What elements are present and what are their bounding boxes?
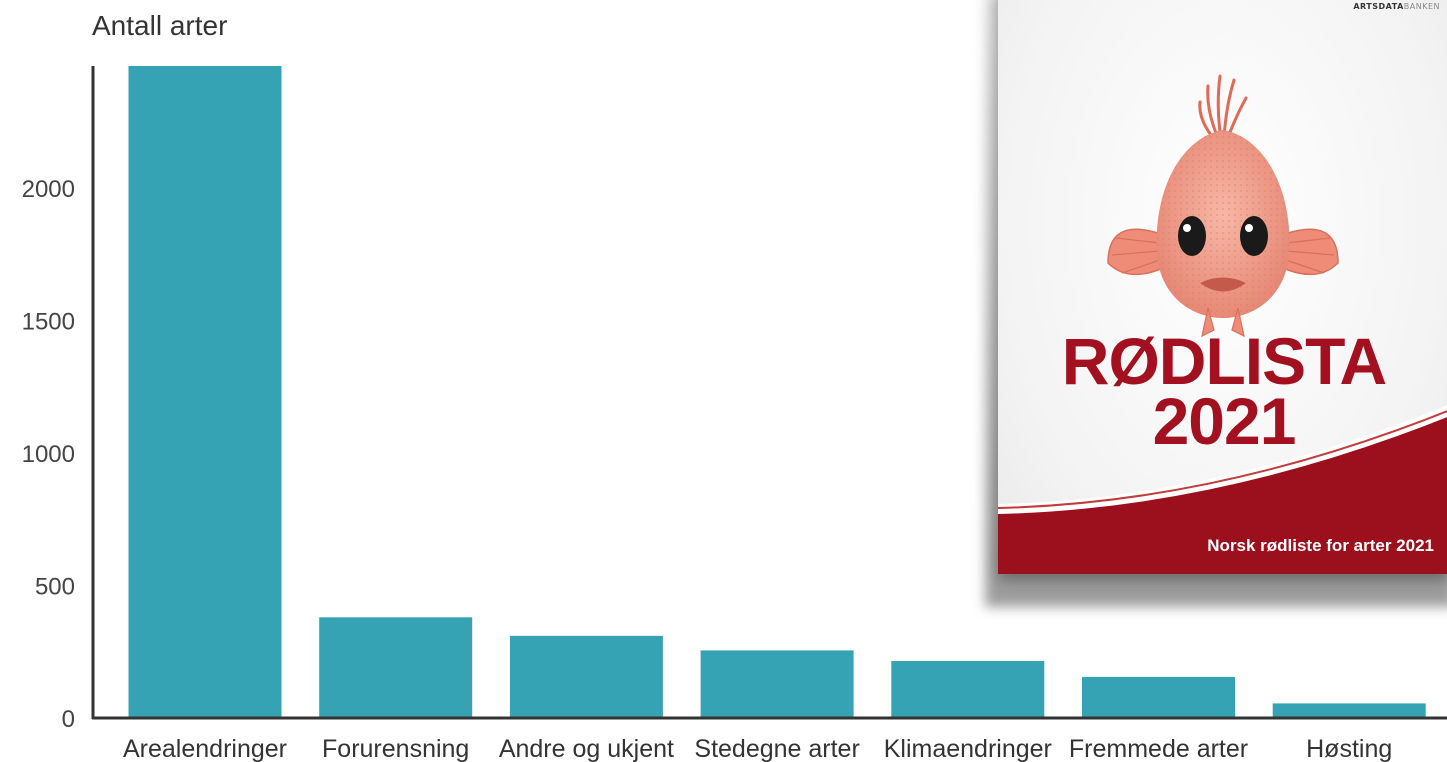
cover-title: RØDLISTA xyxy=(1061,324,1387,398)
bars xyxy=(128,66,1426,718)
category-labels: Arealendringer Forurensning Andre og ukjen… xyxy=(123,735,1392,762)
cover-subtitle: Norsk rødliste for arter 2021 xyxy=(1207,536,1434,555)
bar xyxy=(1082,676,1235,718)
cover-red-band xyxy=(998,405,1447,574)
y-tick-label: 1000 xyxy=(22,441,75,468)
fish-illustration xyxy=(1107,74,1339,338)
category-label: Høsting xyxy=(1306,735,1392,762)
y-axis-ticks: 0 500 1000 1500 2000 xyxy=(22,176,75,733)
category-label: Fremmede arter xyxy=(1069,735,1248,762)
category-label: Forurensning xyxy=(322,735,469,762)
report-cover-image: ARTSDATABANKEN xyxy=(998,0,1447,574)
category-label: Stedegne arter xyxy=(694,735,859,762)
y-axis-label: Antall arter xyxy=(92,10,227,41)
y-tick-label: 0 xyxy=(62,706,75,733)
y-tick-label: 2000 xyxy=(22,176,75,203)
bar xyxy=(891,661,1045,718)
bar xyxy=(128,66,282,718)
y-tick-label: 500 xyxy=(35,573,75,600)
category-label: Andre og ukjent xyxy=(499,735,674,762)
bar xyxy=(1272,703,1426,718)
category-label: Arealendringer xyxy=(123,735,287,762)
publisher-logo: ARTSDATABANKEN xyxy=(1353,2,1440,11)
bar xyxy=(509,635,663,718)
bar xyxy=(700,650,854,718)
category-label: Klimaendringer xyxy=(884,735,1052,762)
cover-year: 2021 xyxy=(1152,384,1297,458)
y-tick-label: 1500 xyxy=(22,308,75,335)
bar xyxy=(319,617,473,718)
